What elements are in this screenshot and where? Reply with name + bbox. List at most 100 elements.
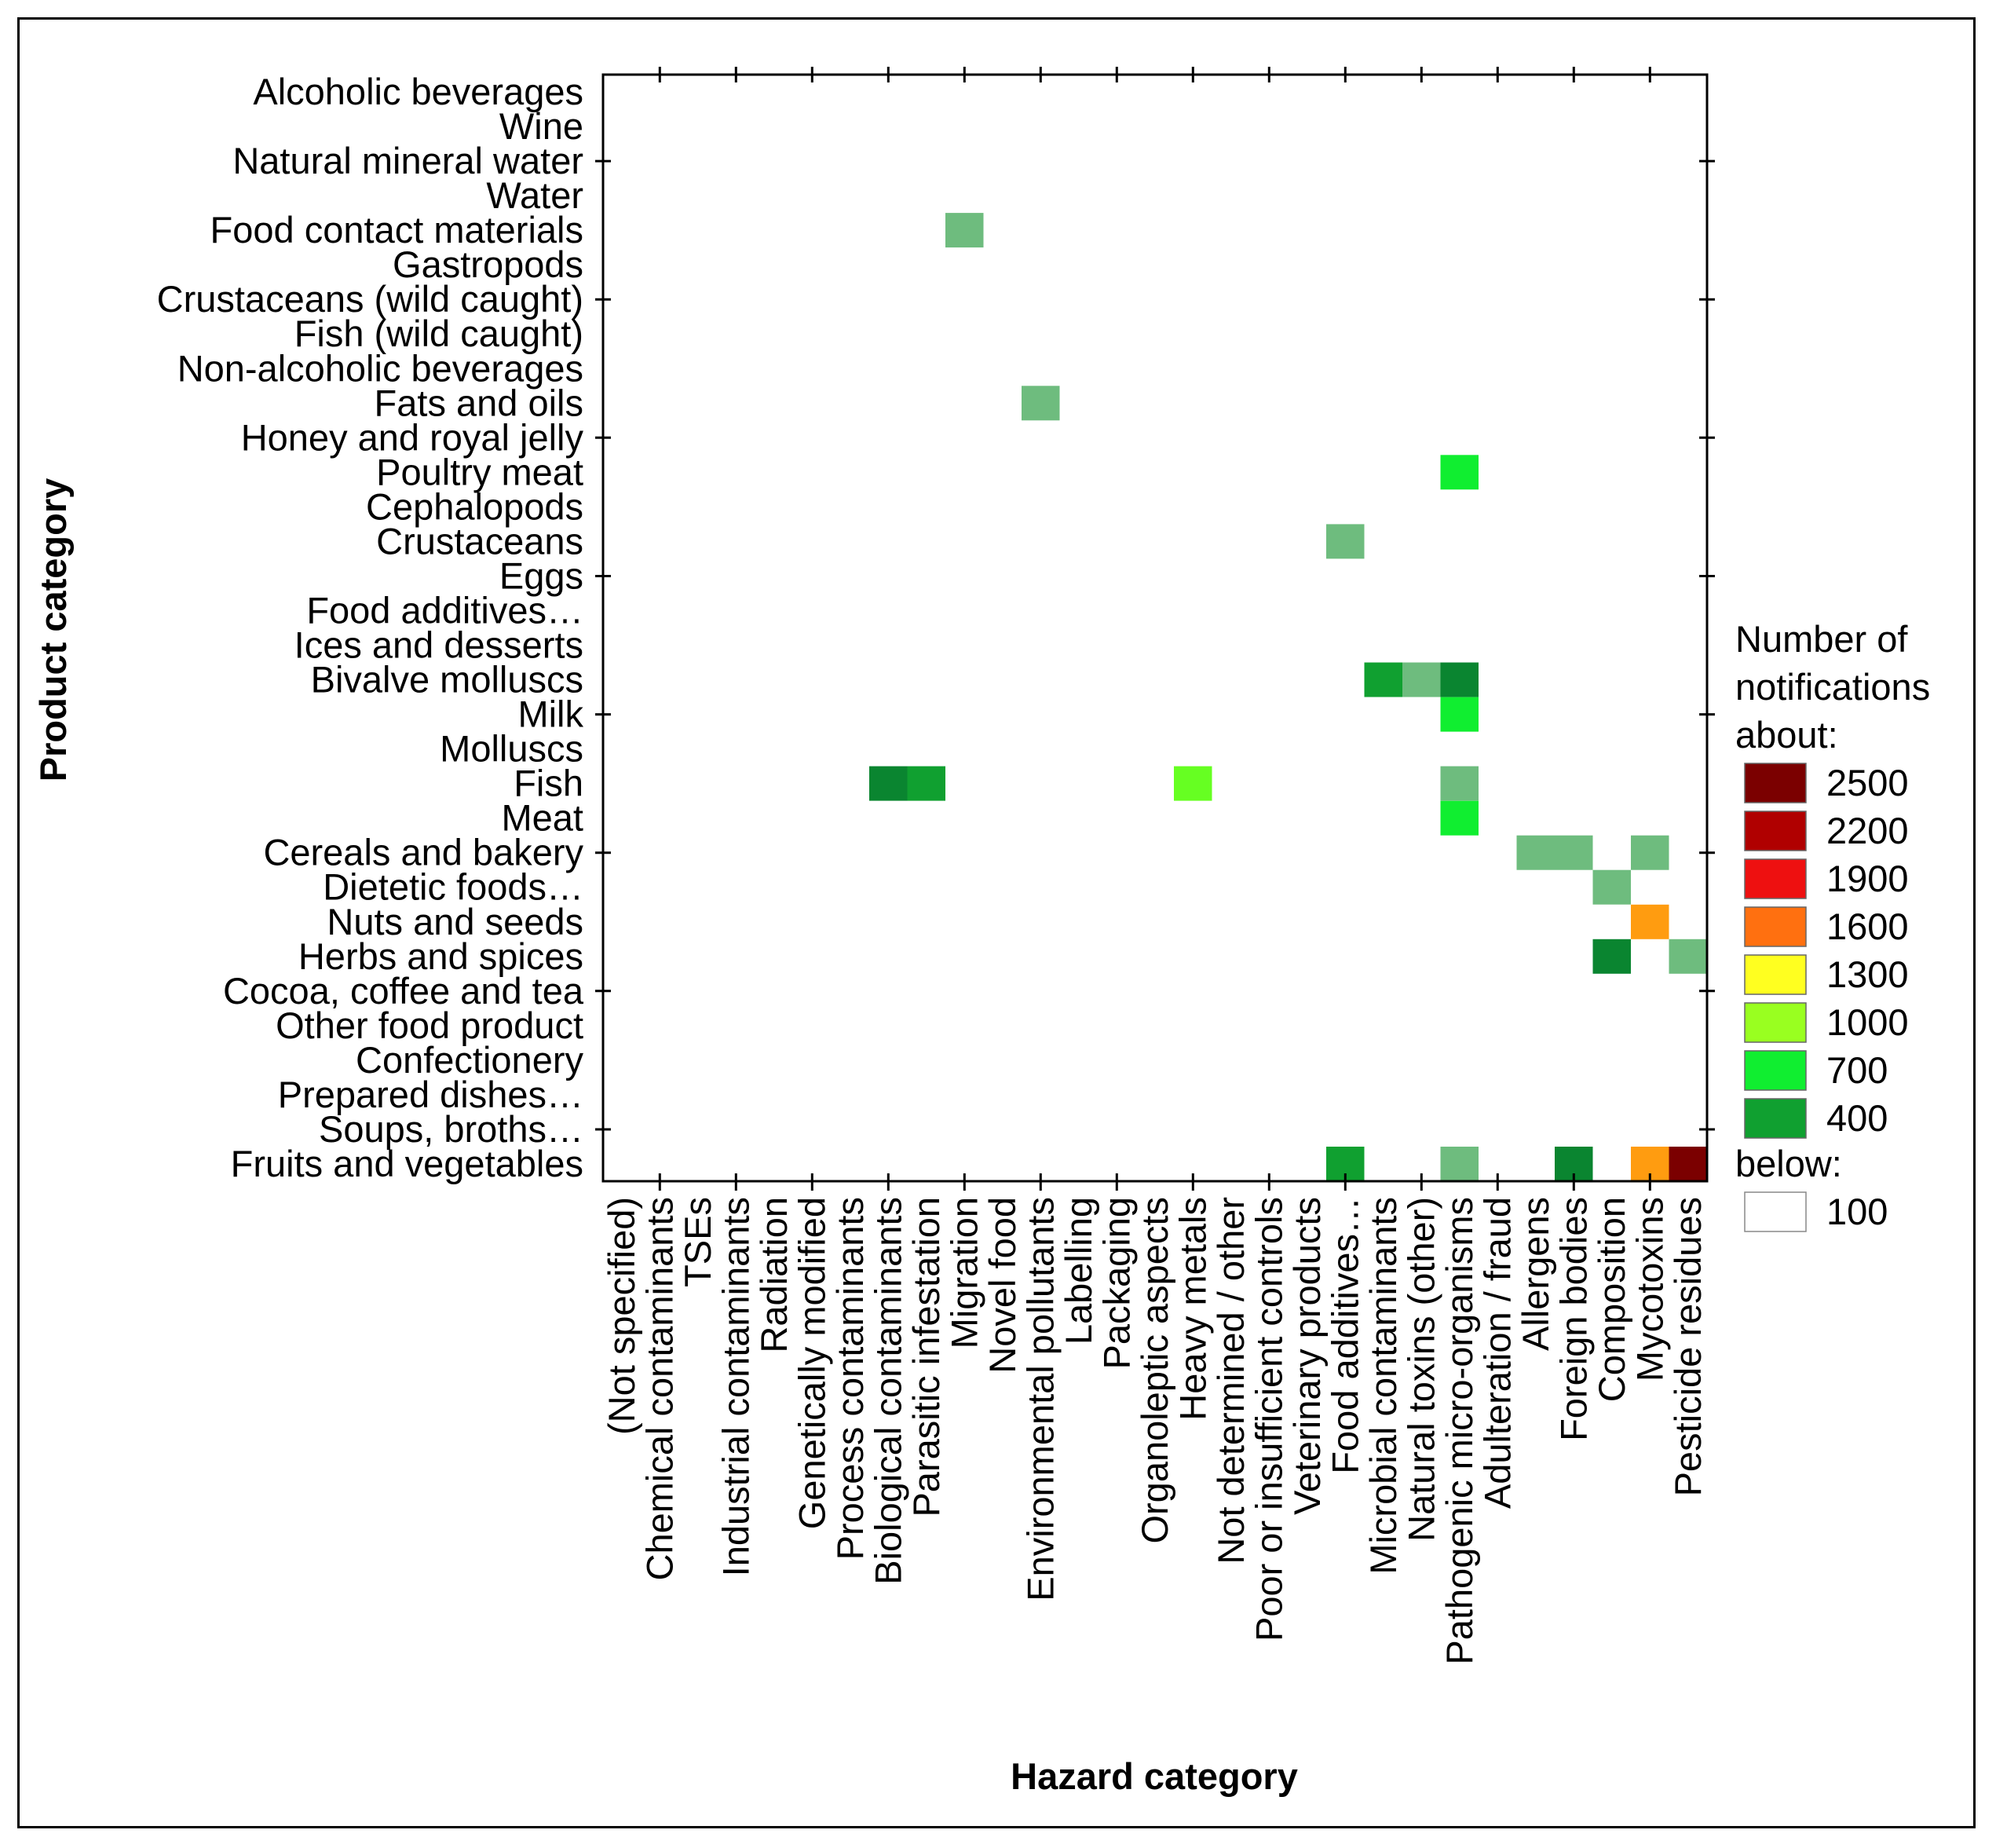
row-label: Water bbox=[486, 174, 583, 216]
row-label: Natural mineral water bbox=[232, 140, 583, 181]
heatmap-cell bbox=[907, 766, 945, 801]
row-label: Ices and desserts bbox=[294, 624, 583, 666]
legend-label: 1600 bbox=[1826, 906, 1909, 947]
row-label: Honey and royal jelly bbox=[241, 416, 584, 458]
right-axis-ticks bbox=[595, 159, 1715, 1131]
heatmap-cell bbox=[1631, 835, 1669, 870]
x-axis-labels: (Not specified)Chemical contaminantsTSEs… bbox=[601, 67, 1709, 1665]
legend-swatch bbox=[1744, 811, 1807, 851]
heatmap-cell bbox=[869, 766, 908, 801]
column-label: Genetically modified bbox=[791, 1197, 832, 1529]
legend-label: 1300 bbox=[1826, 953, 1909, 995]
column-label: Pathogenic micro-organisms bbox=[1439, 1197, 1480, 1665]
plot-area-border bbox=[601, 73, 1709, 1183]
column-label: Labelling bbox=[1058, 1197, 1099, 1345]
column-label: Composition bbox=[1591, 1197, 1632, 1402]
heatmap-cell bbox=[1440, 800, 1479, 836]
heatmap-cell bbox=[1440, 697, 1479, 732]
legend-swatch bbox=[1744, 1050, 1807, 1091]
legend-label: 2500 bbox=[1826, 762, 1909, 803]
legend-swatch bbox=[1744, 858, 1807, 899]
column-label: Organoleptic aspects bbox=[1134, 1197, 1175, 1544]
row-label: Fats and oils bbox=[375, 382, 583, 423]
legend-label: 700 bbox=[1826, 1049, 1888, 1091]
column-label: Veterinary products bbox=[1286, 1197, 1328, 1515]
heatmap-cell bbox=[1555, 835, 1593, 870]
heatmap-cell bbox=[1592, 939, 1631, 974]
row-label: Soups, broths… bbox=[319, 1108, 583, 1150]
column-label: Microbial contaminants bbox=[1362, 1197, 1404, 1575]
figure-frame bbox=[17, 17, 1976, 1828]
heatmap-cell bbox=[1402, 662, 1441, 697]
heatmap-cell bbox=[1174, 766, 1212, 801]
column-label: Radiation bbox=[753, 1197, 795, 1353]
column-label: Industrial contaminants bbox=[715, 1197, 756, 1576]
row-label: Crustaceans (wild caught) bbox=[157, 278, 583, 320]
row-label: Fruits and vegetables bbox=[231, 1143, 583, 1184]
row-label: Alcoholic beverages bbox=[253, 71, 583, 112]
heatmap-cell bbox=[1440, 455, 1479, 490]
row-label: Fish bbox=[514, 763, 583, 804]
row-label: Nuts and seeds bbox=[327, 901, 583, 942]
heatmap-cells bbox=[869, 213, 1707, 1181]
column-label: Process contaminants bbox=[829, 1197, 871, 1560]
heatmap-cell bbox=[1516, 835, 1555, 870]
row-label: Wine bbox=[499, 105, 583, 147]
legend-label: 100 bbox=[1826, 1191, 1888, 1232]
column-label: Migration bbox=[943, 1197, 985, 1348]
row-label: Poultry meat bbox=[376, 451, 583, 492]
legend-title: Number of bbox=[1735, 618, 1908, 660]
heatmap-cell bbox=[1364, 662, 1402, 697]
row-label: Milk bbox=[517, 693, 583, 735]
legend-swatch bbox=[1744, 906, 1807, 947]
row-label: Cephalopods bbox=[366, 485, 583, 527]
heatmap-cell bbox=[1669, 1147, 1707, 1181]
legend-label: 400 bbox=[1826, 1097, 1888, 1139]
row-label: Dietetic foods… bbox=[323, 866, 583, 908]
heatmap-cell bbox=[1669, 939, 1707, 974]
column-label: Food additives… bbox=[1324, 1197, 1365, 1474]
row-label: Cocoa, coffee and tea bbox=[223, 970, 584, 1012]
row-label: Molluscs bbox=[440, 728, 583, 770]
row-label: Other food product bbox=[276, 1005, 583, 1046]
column-label: Adulteration / fraud bbox=[1476, 1197, 1518, 1509]
row-label: Bivalve molluscs bbox=[311, 659, 583, 701]
column-label: Not determined / other bbox=[1210, 1197, 1252, 1564]
heatmap-cell bbox=[1631, 904, 1669, 939]
column-label: Novel food bbox=[982, 1197, 1023, 1374]
column-label: Parasitic infestation bbox=[905, 1197, 947, 1517]
x-axis-title: Hazard category bbox=[1011, 1755, 1298, 1797]
legend-swatch bbox=[1744, 1002, 1807, 1043]
legend-below-label: below: bbox=[1735, 1143, 1842, 1184]
legend-swatch bbox=[1744, 763, 1807, 803]
row-label: Meat bbox=[502, 797, 584, 839]
row-label: Prepared dishes… bbox=[278, 1074, 583, 1115]
row-label: Food contact materials bbox=[210, 209, 583, 251]
legend-label: 2200 bbox=[1826, 810, 1909, 851]
heatmap-cell bbox=[1440, 766, 1479, 801]
heatmap-cell bbox=[1326, 524, 1365, 559]
heatmap-cell bbox=[1440, 1147, 1479, 1181]
row-label: Confectionery bbox=[356, 1039, 583, 1081]
legend-title: notifications bbox=[1735, 666, 1930, 708]
row-label: Food additives… bbox=[306, 590, 583, 631]
column-label: Packaging bbox=[1095, 1197, 1137, 1370]
column-label: Heavy metals bbox=[1172, 1197, 1213, 1421]
row-label: Crustaceans bbox=[376, 520, 583, 562]
row-label: Eggs bbox=[499, 555, 583, 597]
column-label: Pesticide residues bbox=[1667, 1197, 1709, 1496]
legend-title: about: bbox=[1735, 714, 1838, 756]
row-label: Fish (wild caught) bbox=[294, 313, 583, 354]
legend-swatch bbox=[1744, 1191, 1807, 1232]
column-label: Poor or insufficient controls bbox=[1248, 1197, 1289, 1641]
legend-swatch bbox=[1744, 1098, 1807, 1139]
row-label: Herbs and spices bbox=[298, 935, 583, 977]
row-label: Gastropods bbox=[393, 243, 583, 285]
y-axis-title: Product category bbox=[32, 478, 74, 782]
column-label: Biological contaminants bbox=[867, 1197, 908, 1585]
legend-label: 1900 bbox=[1826, 858, 1909, 899]
legend-swatch bbox=[1744, 954, 1807, 995]
heatmap-cell bbox=[945, 213, 984, 248]
